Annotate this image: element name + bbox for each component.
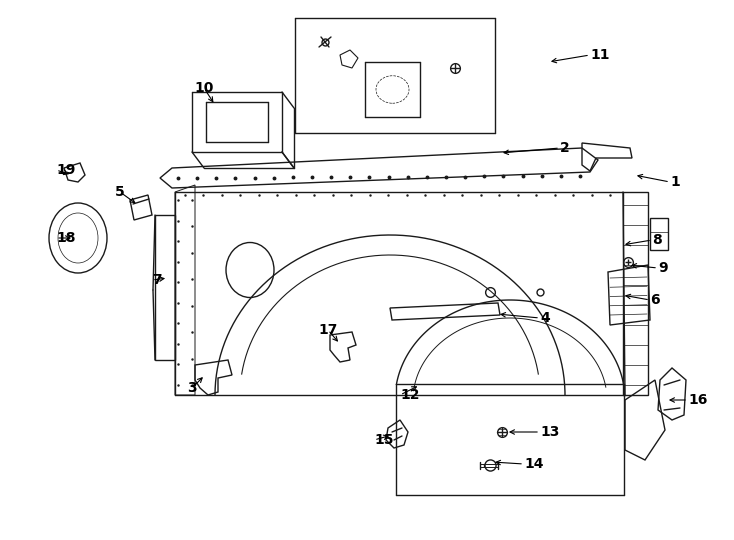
Text: 17: 17 — [319, 323, 338, 337]
Text: 5: 5 — [115, 185, 125, 199]
Text: 1: 1 — [670, 175, 680, 189]
Text: 7: 7 — [152, 273, 161, 287]
Text: 10: 10 — [195, 81, 214, 95]
Text: 16: 16 — [688, 393, 708, 407]
Text: 15: 15 — [374, 433, 393, 447]
Text: 3: 3 — [187, 381, 197, 395]
Text: 8: 8 — [652, 233, 662, 247]
Text: 4: 4 — [540, 311, 550, 325]
Text: 11: 11 — [590, 48, 609, 62]
Text: 9: 9 — [658, 261, 668, 275]
Text: 6: 6 — [650, 293, 660, 307]
Text: 18: 18 — [56, 231, 76, 245]
Text: 2: 2 — [560, 141, 570, 155]
Text: 14: 14 — [524, 457, 543, 471]
Text: 13: 13 — [540, 425, 559, 439]
Text: 12: 12 — [400, 388, 420, 402]
Text: 19: 19 — [56, 163, 76, 177]
